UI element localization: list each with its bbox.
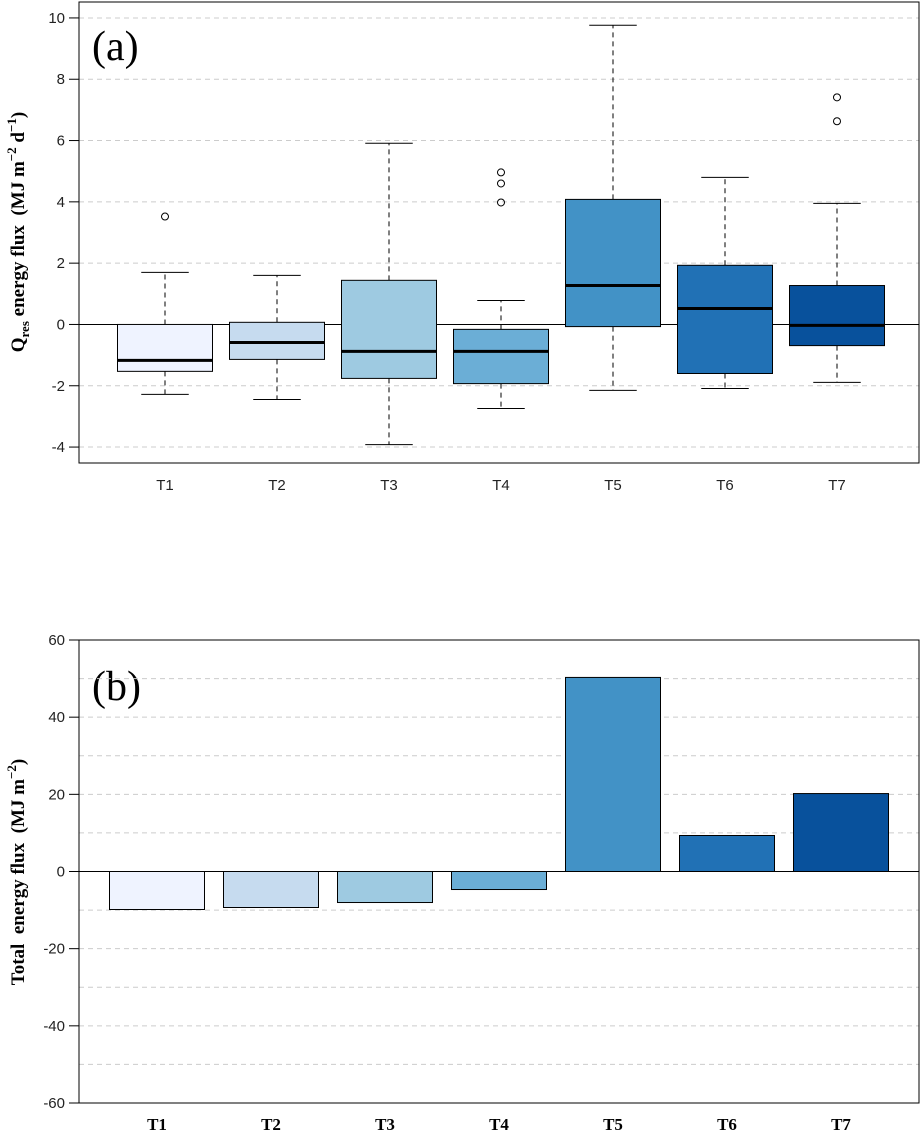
y-label-part: Total energy flux (MJ m bbox=[8, 779, 29, 985]
y-tick-label: 6 bbox=[57, 133, 65, 150]
bar bbox=[679, 835, 775, 873]
outlier bbox=[497, 168, 505, 177]
bar bbox=[109, 871, 205, 911]
y-label-part: ) bbox=[8, 112, 29, 118]
y-tick-label: 0 bbox=[57, 316, 65, 333]
y-axis-label: Qres energy flux (MJ m−2 d−1) bbox=[4, 112, 32, 353]
bar bbox=[337, 871, 433, 904]
y-label-part: d bbox=[8, 132, 29, 148]
y-tick-label: 2 bbox=[57, 255, 65, 272]
y-label-part: ) bbox=[8, 759, 29, 765]
y-tick-label: 40 bbox=[48, 709, 65, 726]
x-tick-label: T2 bbox=[261, 1115, 281, 1134]
x-tick-label: T4 bbox=[492, 477, 510, 494]
y-tick-label: 60 bbox=[48, 632, 65, 649]
plot-frame bbox=[78, 1, 920, 464]
outlier bbox=[497, 198, 505, 207]
x-tick-label: T5 bbox=[604, 477, 622, 494]
outlier bbox=[833, 117, 841, 126]
box bbox=[229, 321, 325, 360]
y-tick-label: 0 bbox=[57, 864, 65, 881]
y-tick-label: 10 bbox=[48, 10, 65, 27]
bar bbox=[223, 871, 319, 908]
y-tick-label: -40 bbox=[43, 1018, 65, 1035]
bar bbox=[451, 871, 547, 891]
outlier bbox=[833, 93, 841, 102]
y-label-part: res bbox=[17, 321, 32, 337]
y-label-part: −2 bbox=[4, 147, 19, 161]
x-tick-label: T3 bbox=[375, 1115, 395, 1134]
x-tick-label: T7 bbox=[828, 477, 846, 494]
x-tick-label: T6 bbox=[716, 477, 734, 494]
outlier bbox=[497, 179, 505, 188]
y-axis-label: Total energy flux (MJ m−2) bbox=[4, 759, 29, 985]
bar bbox=[565, 676, 661, 873]
y-tick-label: -60 bbox=[43, 1095, 65, 1112]
panel-label: (a) bbox=[92, 24, 139, 70]
box bbox=[117, 323, 213, 372]
x-tick-label: T4 bbox=[489, 1115, 509, 1134]
box bbox=[565, 198, 661, 328]
y-tick-label: 8 bbox=[57, 71, 65, 88]
panel-label: (b) bbox=[92, 664, 141, 710]
y-label-part: energy flux (MJ m bbox=[8, 161, 29, 321]
y-label-part: Q bbox=[8, 337, 29, 352]
box bbox=[677, 264, 773, 374]
y-tick-label: -2 bbox=[52, 378, 65, 395]
box bbox=[453, 328, 549, 385]
y-tick-label: -20 bbox=[43, 941, 65, 958]
y-label-part: −1 bbox=[4, 118, 19, 132]
x-tick-label: T2 bbox=[268, 477, 286, 494]
x-tick-label: T1 bbox=[156, 477, 174, 494]
x-tick-label: T5 bbox=[603, 1115, 623, 1134]
box bbox=[341, 279, 437, 379]
x-tick-label: T1 bbox=[147, 1115, 167, 1134]
outlier bbox=[161, 212, 169, 221]
box bbox=[789, 285, 885, 347]
x-tick-label: T7 bbox=[831, 1115, 851, 1134]
x-tick-label: T6 bbox=[717, 1115, 737, 1134]
y-tick-label: 20 bbox=[48, 786, 65, 803]
bar bbox=[793, 793, 889, 872]
y-tick-label: 4 bbox=[57, 194, 65, 211]
y-label-part: −2 bbox=[4, 765, 19, 779]
y-tick-label: -4 bbox=[52, 439, 65, 456]
x-tick-label: T3 bbox=[380, 477, 398, 494]
